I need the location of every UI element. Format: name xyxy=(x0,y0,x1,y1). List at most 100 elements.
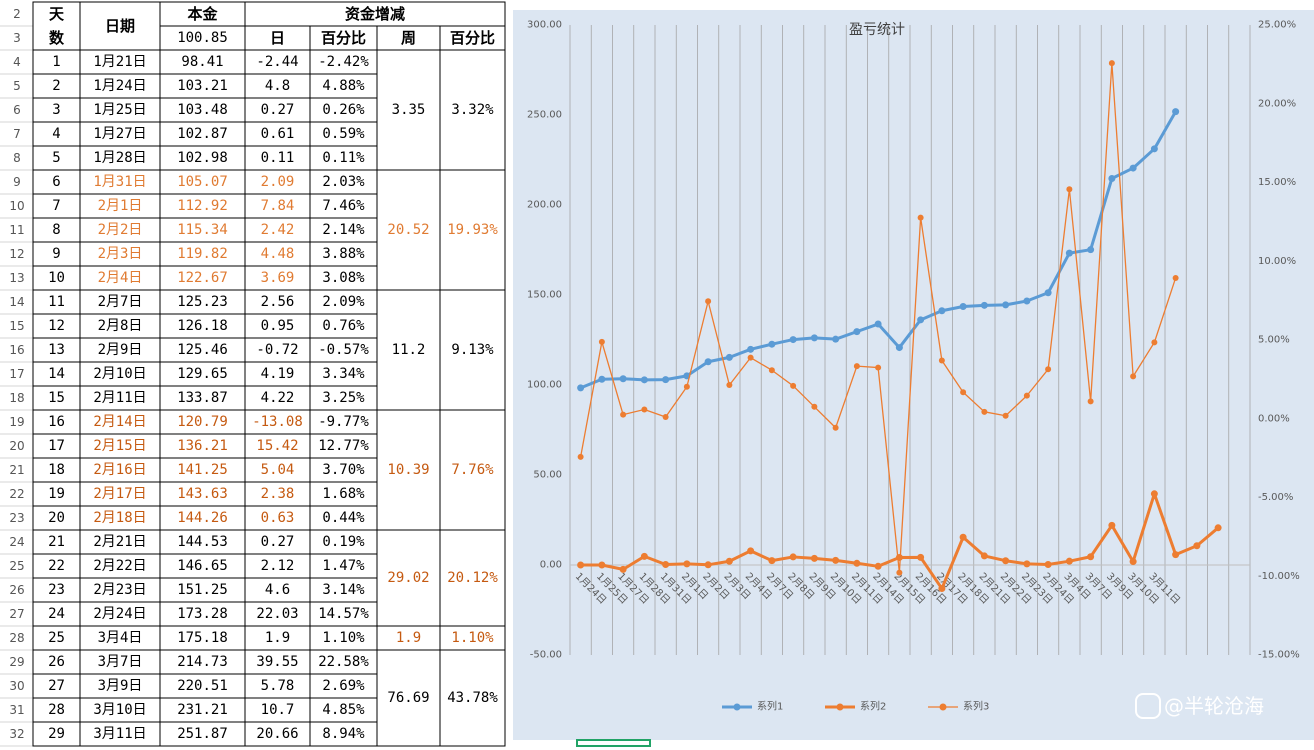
cell-text: 12 xyxy=(48,318,65,334)
table: 2345678910111213141516171819202122232425… xyxy=(0,1,506,747)
cell-text: 3月9日 xyxy=(98,678,143,694)
cell xyxy=(244,721,311,747)
cell xyxy=(79,409,161,435)
y2-tick-label: -10.00% xyxy=(1258,571,1300,582)
data-point xyxy=(747,345,755,353)
data-point xyxy=(1087,398,1094,405)
cell-text: 251.87 xyxy=(177,726,228,742)
cell xyxy=(159,217,246,243)
cell-text: 2.09% xyxy=(322,294,365,310)
cell-text: 2月4日 xyxy=(98,270,143,286)
row-number: 20 xyxy=(9,439,24,453)
cell xyxy=(439,529,506,627)
cell xyxy=(439,289,506,411)
cell xyxy=(79,97,161,123)
cell-text: 2月2日 xyxy=(98,222,143,238)
cell-text: -2.44 xyxy=(256,54,298,70)
row-number: 6 xyxy=(13,103,21,117)
cell-text: 15 xyxy=(48,390,65,406)
data-point xyxy=(598,375,606,383)
cell-text: 2月9日 xyxy=(98,342,143,358)
cell xyxy=(309,73,378,99)
data-point xyxy=(1193,542,1201,550)
cell xyxy=(32,409,81,435)
cell xyxy=(79,217,161,243)
cell-text: 3月10日 xyxy=(93,702,146,718)
cell xyxy=(79,481,161,507)
cell xyxy=(79,553,161,579)
data-point xyxy=(832,424,839,431)
cell-text: 27 xyxy=(48,678,65,694)
y-tick-label: 100.00 xyxy=(527,380,562,391)
watermark-text: @半轮沧海 xyxy=(1164,694,1264,718)
cell-text: 29 xyxy=(48,726,65,742)
cell-text: 43.78% xyxy=(447,690,498,706)
data-point xyxy=(1066,186,1073,193)
cell-text: 2月3日 xyxy=(98,246,143,262)
y-tick-label: 250.00 xyxy=(527,110,562,121)
cell-text: 天 xyxy=(49,5,65,23)
row-number: 15 xyxy=(9,319,24,333)
cell-text: 10.39 xyxy=(387,462,429,478)
row-number: 10 xyxy=(9,199,24,213)
cell xyxy=(159,337,246,363)
cell-text: 17 xyxy=(48,438,65,454)
row-number: 30 xyxy=(9,679,24,693)
cell-text: 3.69 xyxy=(261,270,295,286)
y-tick-label: 200.00 xyxy=(527,200,562,211)
cell-text: 1月21日 xyxy=(93,54,146,70)
cell-text: 20.52 xyxy=(387,222,429,238)
data-point xyxy=(789,553,797,561)
cell xyxy=(79,241,161,267)
cell xyxy=(244,433,311,459)
cell-text: 144.53 xyxy=(177,534,228,550)
cell xyxy=(32,457,81,483)
data-point xyxy=(1108,174,1116,182)
cell-text: 4.19 xyxy=(261,366,295,382)
cell-text: 103.48 xyxy=(177,102,228,118)
data-point xyxy=(980,301,988,309)
cell-text: 2月1日 xyxy=(98,198,143,214)
cell-text: 2月21日 xyxy=(93,534,146,550)
cell xyxy=(376,529,441,627)
y-tick-label: 0.00 xyxy=(540,560,562,571)
cell-text: 百分比 xyxy=(450,29,495,47)
data-point xyxy=(1150,145,1158,153)
data-point xyxy=(1023,297,1031,305)
row-number: 22 xyxy=(9,487,24,501)
y2-tick-label: 15.00% xyxy=(1258,177,1296,188)
row-number: 9 xyxy=(13,175,21,189)
cell-text: 2.09 xyxy=(261,174,295,190)
cell-text: 2.14% xyxy=(322,222,365,238)
cell-text: 2月24日 xyxy=(93,606,146,622)
cell xyxy=(244,1,506,27)
chart-area xyxy=(513,10,1314,740)
cell xyxy=(159,697,246,723)
cell-text: 20 xyxy=(48,510,65,526)
cell-text: 1.10% xyxy=(451,630,494,646)
cell-text: 144.26 xyxy=(177,510,228,526)
cell-text: 1.9 xyxy=(265,630,290,646)
data-point xyxy=(726,382,733,389)
cell xyxy=(159,169,246,195)
cell xyxy=(32,361,81,387)
data-point xyxy=(959,533,967,541)
cell-text: 20.12% xyxy=(447,570,498,586)
data-point xyxy=(1172,274,1179,281)
cell-text: 3月7日 xyxy=(98,654,143,670)
data-point xyxy=(832,556,840,564)
data-point xyxy=(1130,373,1137,380)
cell-text: 175.18 xyxy=(177,630,228,646)
cell-text: 126.18 xyxy=(177,318,228,334)
cell xyxy=(159,73,246,99)
row-number: 2 xyxy=(13,7,21,21)
data-point xyxy=(704,561,712,569)
cell xyxy=(159,361,246,387)
row-number: 17 xyxy=(9,367,24,381)
cell-text: 10.7 xyxy=(261,702,295,718)
cell xyxy=(159,121,246,147)
cell-text: 1月27日 xyxy=(93,126,146,142)
cell xyxy=(244,673,311,699)
cell xyxy=(244,505,311,531)
